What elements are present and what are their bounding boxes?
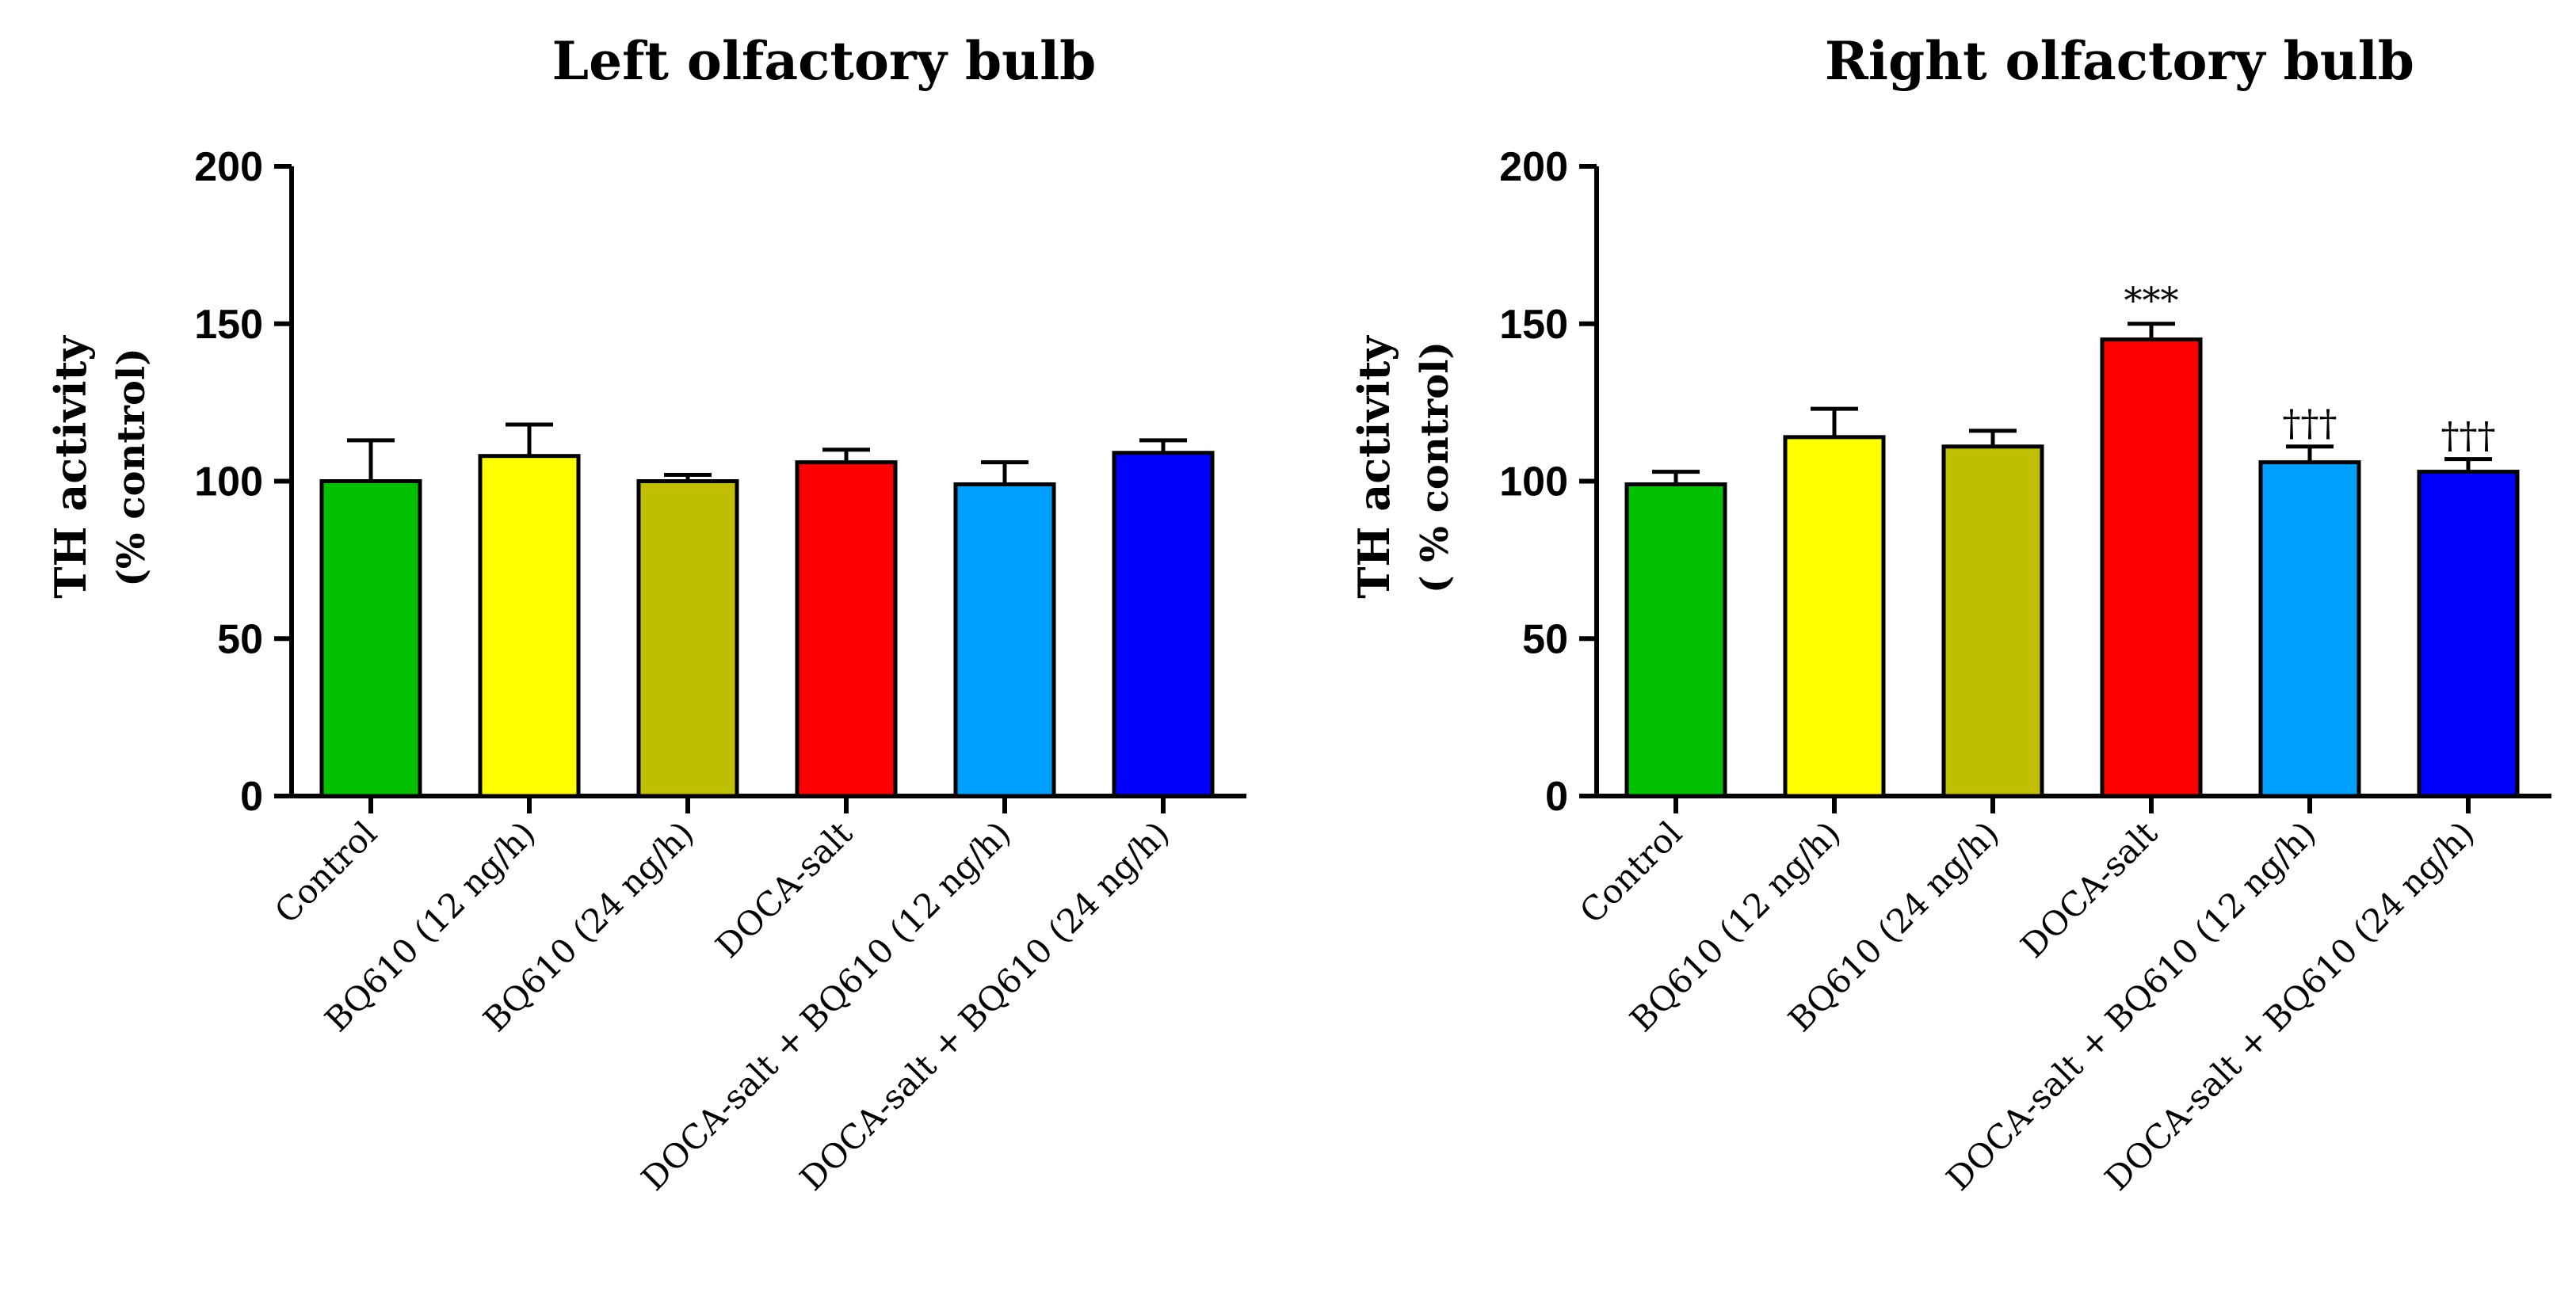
right-y-tick-label: 50 xyxy=(1522,616,1568,662)
left-y-tick-label: 150 xyxy=(194,302,263,348)
left-chart-title: Left olfactory bulb xyxy=(552,30,1097,92)
right-y-axis-sublabel: ( % control) xyxy=(1413,341,1457,593)
left-bar xyxy=(636,479,739,798)
right-bar xyxy=(1941,444,2044,798)
right-bar xyxy=(2100,337,2203,798)
right-bar xyxy=(1624,482,1727,798)
left-bar xyxy=(478,454,581,798)
right-significance-label: ††† xyxy=(2283,402,2337,444)
left-bar xyxy=(795,460,898,798)
left-chart-panel: Left olfactory bulb TH activity (% contr… xyxy=(45,30,1246,1198)
right-y-tick-label: 150 xyxy=(1499,302,1568,348)
right-y-tick-label: 200 xyxy=(1499,144,1568,190)
left-y-tick-label: 50 xyxy=(217,616,263,662)
right-significance-label: *** xyxy=(2124,279,2179,322)
right-bar xyxy=(2417,470,2520,798)
right-bar xyxy=(1783,435,1886,798)
right-chart-panel: Right olfactory bulb TH activity ( % con… xyxy=(1349,30,2551,1198)
right-category-label: DOCA-salt xyxy=(2013,813,2165,965)
left-category-label: Control xyxy=(267,813,384,931)
left-bar xyxy=(953,482,1056,798)
left-bar xyxy=(319,479,422,798)
left-y-tick-label: 100 xyxy=(194,459,263,505)
right-category-label: Control xyxy=(1572,813,1689,931)
right-y-tick-label: 0 xyxy=(1545,774,1568,820)
right-y-tick-label: 100 xyxy=(1499,459,1568,505)
left-category-label: DOCA-salt xyxy=(708,813,860,965)
right-bar xyxy=(2258,460,2361,798)
left-y-axis-label: TH activity xyxy=(45,335,96,599)
left-y-tick-label: 200 xyxy=(194,144,263,190)
left-y-tick-label: 0 xyxy=(240,774,263,820)
left-bar xyxy=(1112,451,1215,798)
left-y-axis-sublabel: (% control) xyxy=(109,348,154,587)
right-chart-title: Right olfactory bulb xyxy=(1825,30,2414,92)
right-significance-label: ††† xyxy=(2441,414,2496,457)
right-y-axis-label: TH activity xyxy=(1349,335,1399,599)
